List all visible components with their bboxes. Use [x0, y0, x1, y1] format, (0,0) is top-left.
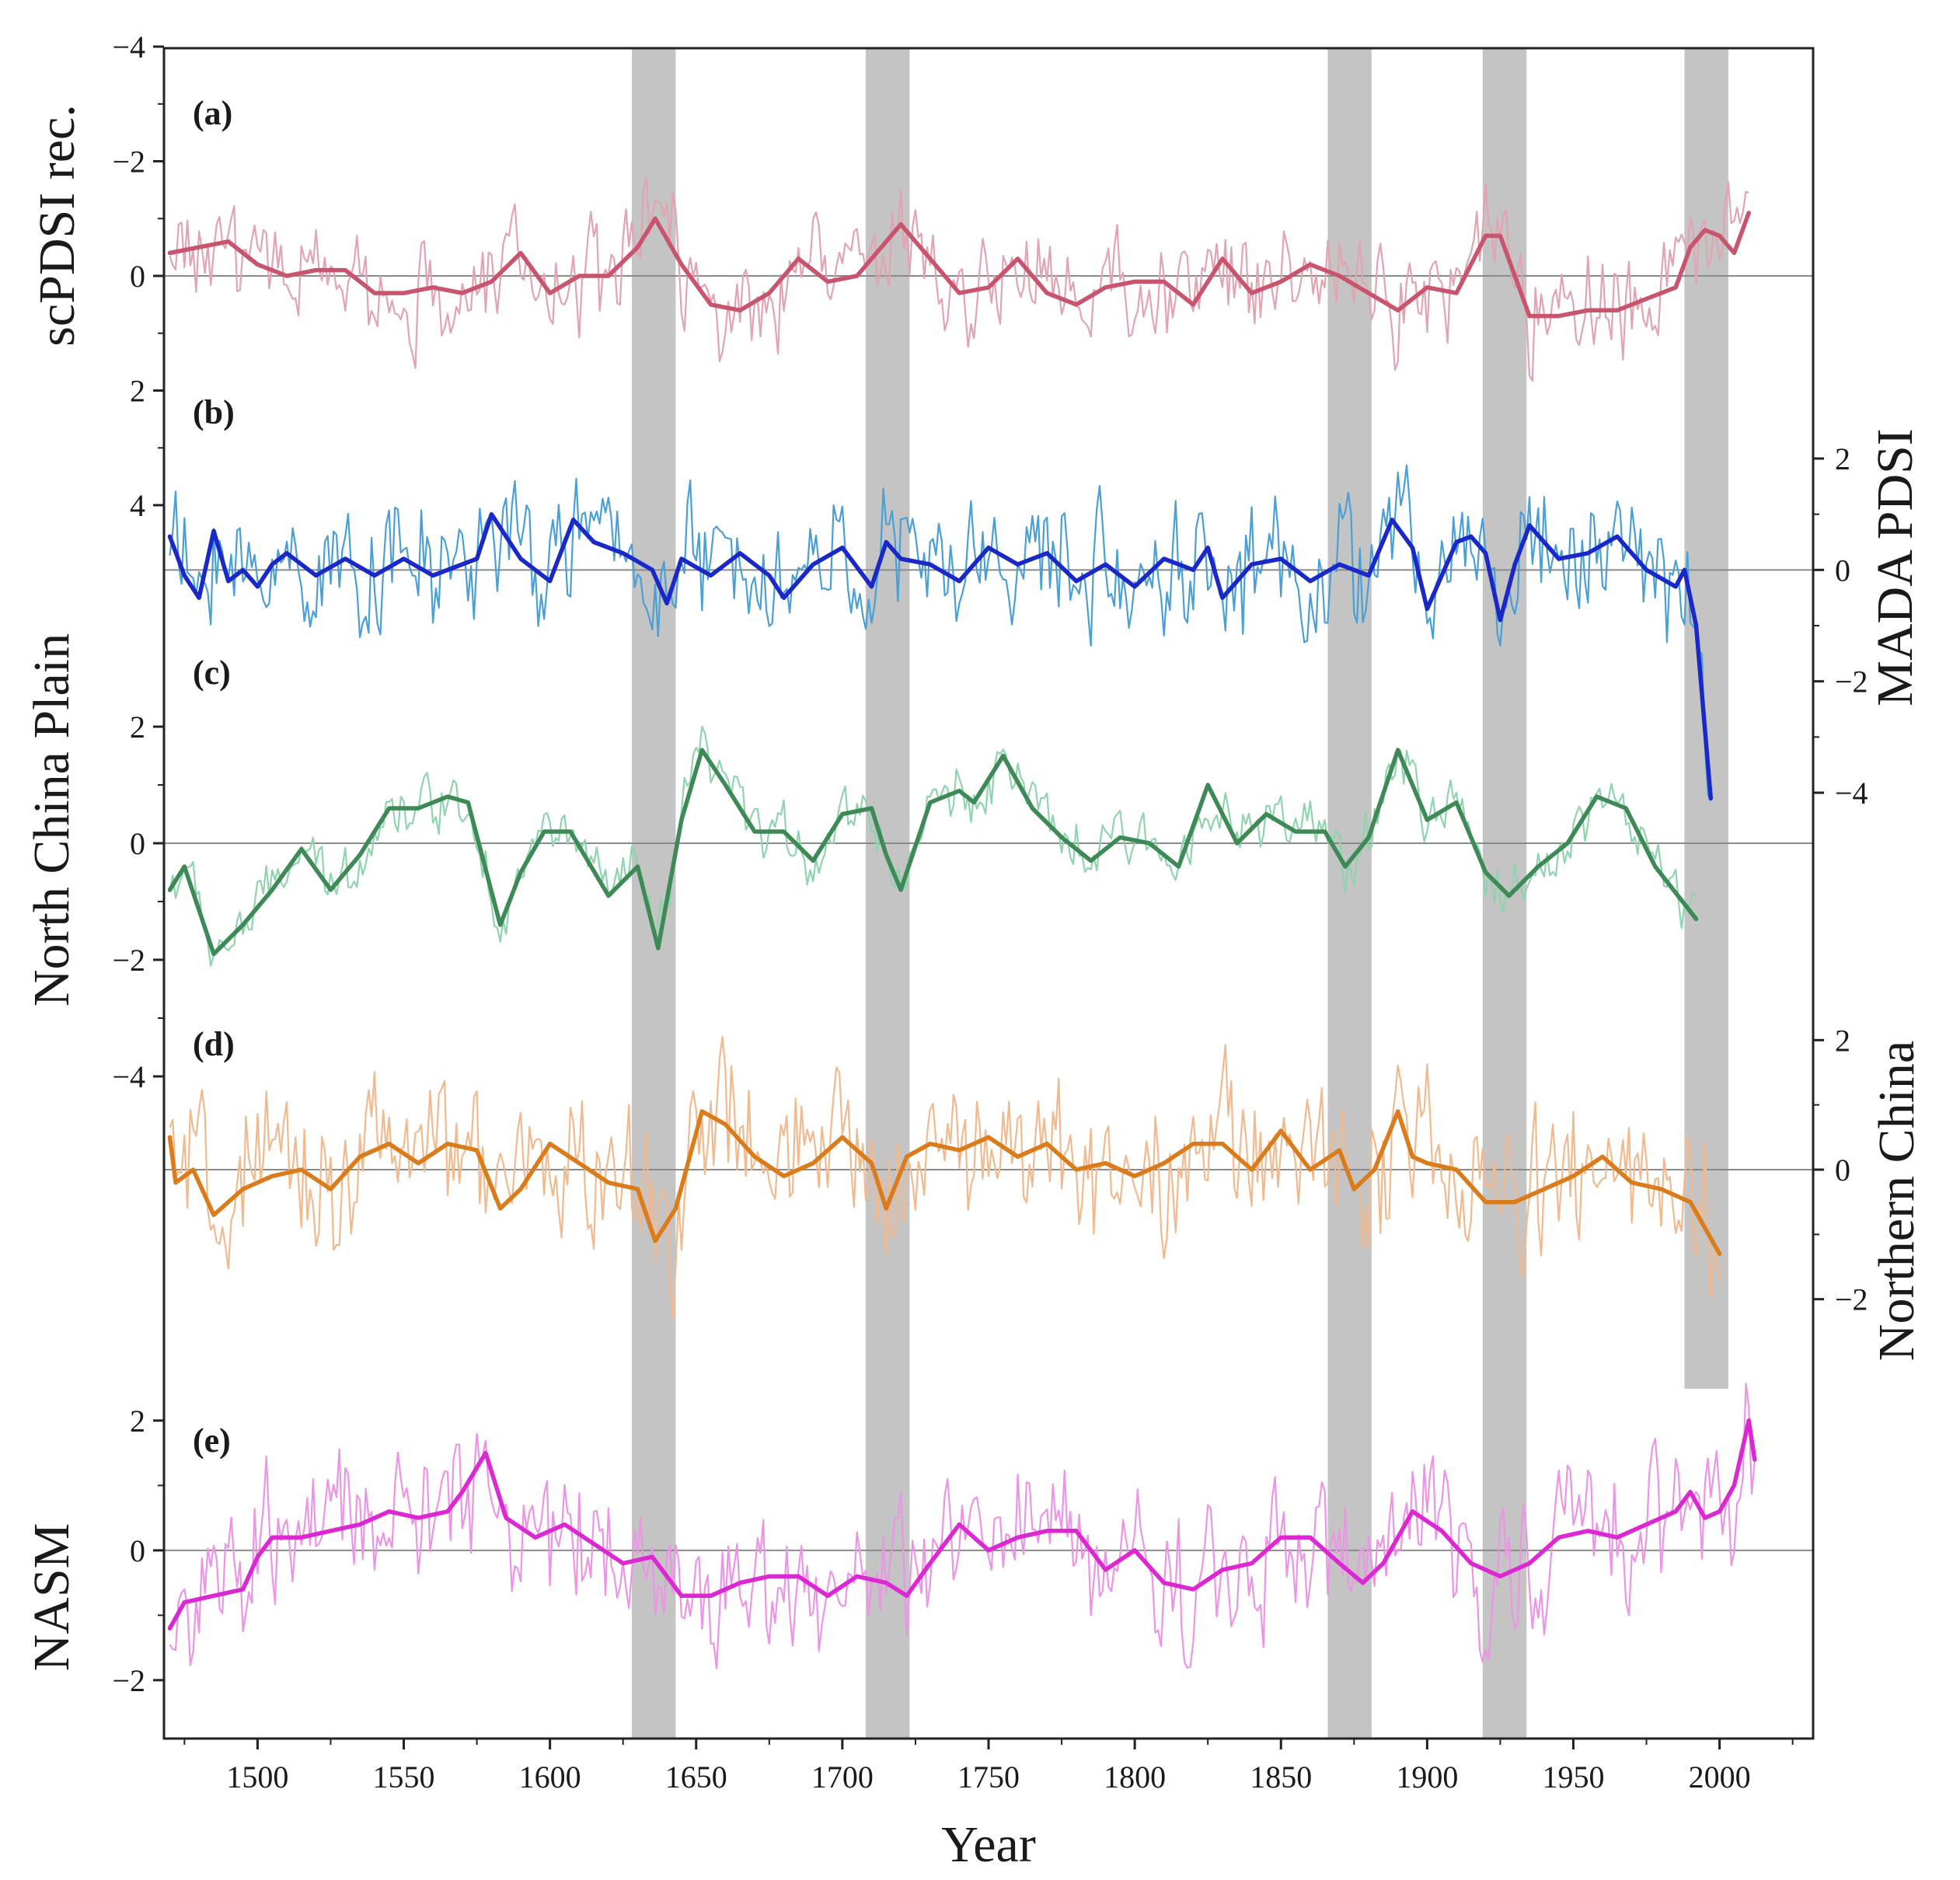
y-tick-label-b: 0: [1835, 553, 1850, 588]
y-tick-label-c: −2: [112, 943, 145, 978]
y-tick-label-e: 2: [130, 1404, 145, 1439]
x-axis-title: Year: [941, 1816, 1036, 1873]
y-tick-label-b: 2: [1835, 441, 1850, 476]
series-raw-c: [169, 725, 1697, 967]
series-raw-e: [169, 1383, 1756, 1669]
x-tick-label: 1500: [226, 1760, 288, 1795]
y-tick-label-b: −4: [1835, 776, 1868, 811]
y-tick-label-e: 0: [130, 1533, 145, 1568]
series-smoothed-e: [167, 1418, 1757, 1631]
y-tick-label-a: 0: [130, 259, 145, 294]
x-tick-label: 1650: [665, 1760, 727, 1795]
y-axis-title-a: scPDSI rec.: [29, 104, 85, 347]
series-raw-b: [169, 464, 1712, 802]
y-tick-label-d: 0: [1835, 1153, 1850, 1188]
series-smoothed-d: [167, 1109, 1722, 1257]
y-tick-label-d: 2: [1835, 1023, 1850, 1058]
x-tick-label: 1550: [373, 1760, 435, 1795]
y-axis-title-c: North China Plain: [23, 633, 80, 1006]
series-smoothed-c: [167, 748, 1699, 957]
x-tick-label: 1850: [1250, 1760, 1312, 1795]
shaded-interval: [865, 48, 910, 1739]
panel-label-b: (b): [193, 393, 235, 431]
shaded-interval: [1327, 48, 1372, 1739]
y-tick-label-a: −2: [112, 145, 145, 180]
panel-label-e: (e): [193, 1421, 231, 1460]
y-tick-label-c: −4: [112, 1059, 145, 1094]
y-axis-title-e: NASM: [23, 1523, 80, 1672]
y-axis-title-d: Northern China: [1868, 1041, 1925, 1361]
y-tick-label-c: 0: [130, 826, 145, 861]
x-tick-label: 1900: [1396, 1760, 1458, 1795]
panel-label-d: (d): [193, 1025, 235, 1063]
series-smoothed-b: [167, 511, 1714, 800]
series-smoothed-a: [167, 211, 1751, 319]
x-axis: Year 1500 1550 1600 1650 1700 1750 1800 1850 190…: [183, 1739, 1794, 1873]
x-tick-label: 1600: [519, 1760, 581, 1795]
x-tick-label: 1750: [957, 1760, 1020, 1795]
x-tick-label: 1800: [1104, 1760, 1166, 1795]
y-tick-label-e: −2: [112, 1663, 145, 1698]
series-raw-d: [169, 1036, 1721, 1320]
x-tick-label: 1700: [811, 1760, 874, 1795]
y-tick-label-a: 4: [130, 488, 145, 523]
panel-label-c: (c): [193, 654, 231, 692]
y-axis-title-b: MADA PDSI: [1867, 428, 1923, 706]
y-tick-label-b: −2: [1835, 664, 1868, 699]
series-raw-a: [169, 179, 1749, 382]
axes-layer: 4 2 0 −2 −4 (a) scPDSI rec. 2 0 −2 −4 (b) MADA PDSI 2…: [23, 30, 1925, 1698]
y-tick-label-a: −4: [112, 30, 145, 65]
x-tick-label: 2000: [1689, 1760, 1751, 1795]
y-tick-label-c: 2: [130, 710, 145, 745]
panel-label-a: (a): [193, 94, 232, 132]
x-tick-label: 1950: [1542, 1760, 1604, 1795]
series-layer: [167, 179, 1757, 1669]
y-tick-label-d: −2: [1835, 1282, 1868, 1317]
y-tick-label-a: 2: [130, 374, 145, 409]
